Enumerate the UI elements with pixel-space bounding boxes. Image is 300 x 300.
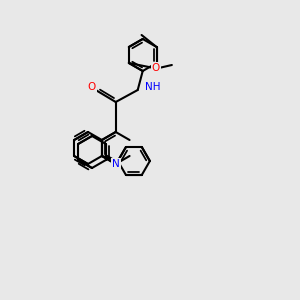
Text: NH: NH bbox=[145, 82, 160, 92]
Text: O: O bbox=[152, 63, 160, 73]
Text: N: N bbox=[112, 159, 120, 169]
Text: O: O bbox=[88, 82, 96, 92]
